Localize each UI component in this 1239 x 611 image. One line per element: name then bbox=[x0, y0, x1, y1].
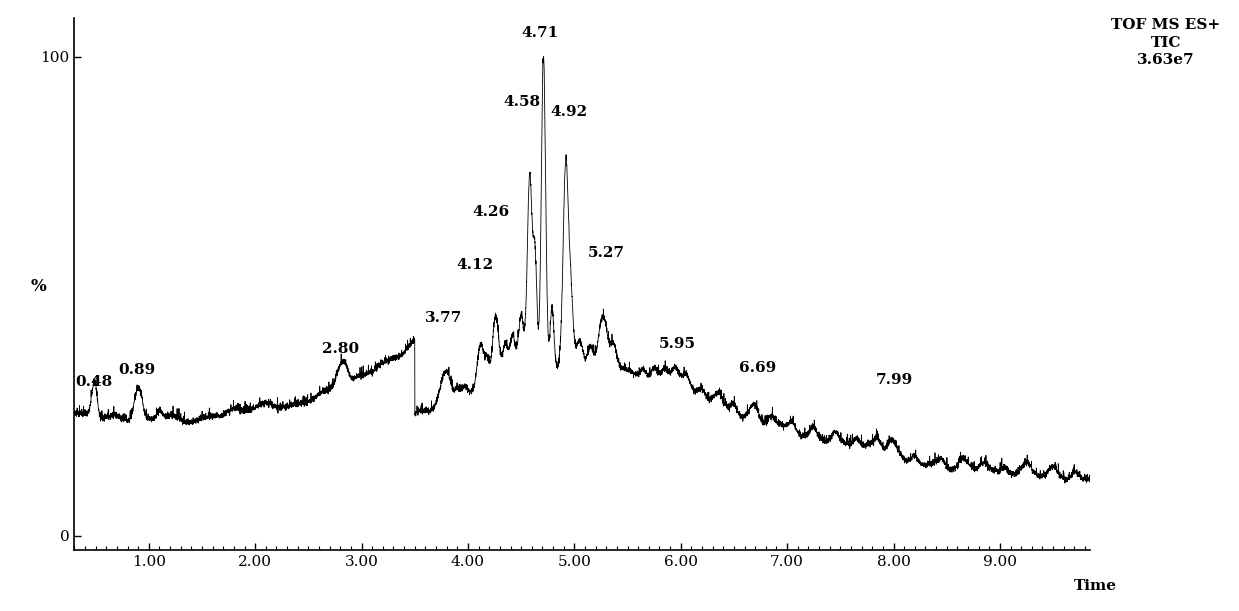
Text: 6.69: 6.69 bbox=[738, 361, 776, 375]
Text: 4.92: 4.92 bbox=[550, 105, 587, 119]
Text: 3.77: 3.77 bbox=[425, 311, 462, 325]
Text: 0.89: 0.89 bbox=[119, 364, 156, 378]
Text: TOF MS ES+
TIC
3.63e7: TOF MS ES+ TIC 3.63e7 bbox=[1111, 18, 1220, 67]
X-axis label: Time: Time bbox=[1074, 579, 1116, 593]
Text: 5.27: 5.27 bbox=[587, 246, 624, 260]
Text: 5.95: 5.95 bbox=[659, 337, 696, 351]
Text: 0.48: 0.48 bbox=[74, 376, 112, 389]
Text: 4.58: 4.58 bbox=[504, 95, 540, 109]
Text: 4.71: 4.71 bbox=[522, 26, 559, 40]
Text: 4.26: 4.26 bbox=[473, 205, 510, 219]
Text: 2.80: 2.80 bbox=[322, 342, 359, 356]
Text: 7.99: 7.99 bbox=[876, 373, 913, 387]
Y-axis label: %: % bbox=[31, 278, 47, 295]
Text: 4.12: 4.12 bbox=[457, 258, 494, 272]
